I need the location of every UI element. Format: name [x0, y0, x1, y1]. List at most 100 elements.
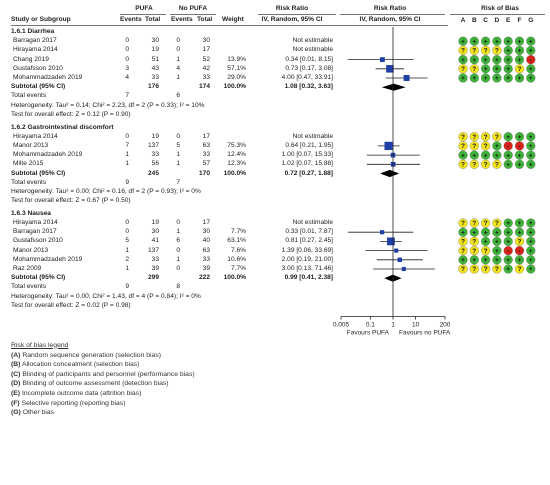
rob-dot: [469, 264, 479, 274]
rob-symbol: +: [506, 257, 510, 264]
events-pufa: 0: [125, 219, 129, 226]
rob-dot: [526, 141, 536, 151]
total2-header: Total: [197, 16, 213, 23]
weight: 29.0%: [227, 74, 246, 81]
total-nopufa: 33: [202, 255, 210, 263]
rob-dot: [469, 36, 479, 46]
subgroup-title: 1.6.3 Nausea: [11, 209, 51, 217]
rob-dot: [458, 132, 468, 142]
rob-symbol: ?: [495, 266, 499, 273]
rob-dot: [492, 36, 502, 46]
rob-symbol: +: [506, 266, 510, 273]
rob-dot: [469, 227, 479, 237]
rob-dot: [492, 132, 502, 142]
rob-symbol: +: [495, 229, 499, 236]
legend-letter: (C): [11, 370, 21, 378]
header-rule-main: [11, 25, 448, 26]
risk-ratio-ci: 4.00 [0.47, 33.91]: [281, 74, 333, 81]
rob-symbol: -: [507, 248, 509, 255]
legend-item: (F) Selective reporting (reporting bias): [11, 399, 125, 408]
subtotal-total-pufa: 245: [147, 169, 159, 177]
rob-dot: [526, 64, 536, 74]
legend-title: Risk of bias legend: [11, 341, 69, 349]
risk-ratio-ci: 3.00 [0.13, 71.46]: [281, 265, 333, 272]
events-pufa: 1: [125, 265, 129, 272]
rob-dot: [526, 264, 536, 274]
legend-letter: (D): [11, 380, 21, 388]
rob-symbol: +: [495, 248, 499, 255]
rob-symbol: +: [461, 38, 465, 45]
weight: 63.1%: [227, 237, 246, 245]
rob-dot: [503, 141, 513, 151]
rob-symbol: +: [506, 162, 510, 169]
rob-symbol: +: [484, 66, 488, 73]
legend-letter: (F): [11, 399, 20, 407]
subtotal-total-nopufa: 174: [198, 83, 210, 91]
rob-dot: [458, 255, 468, 265]
subtotal-label: Subtotal (95% CI): [11, 274, 66, 282]
rob-dot: [469, 55, 479, 65]
rob-letter-B: B: [472, 17, 477, 24]
rob-dot: [481, 159, 491, 169]
rob-dot: [503, 150, 513, 160]
total-pufa: 33: [151, 255, 159, 263]
rob-dot: [458, 246, 468, 256]
study-name: Hirayama 2014: [13, 46, 58, 54]
subtotal-ci: 0.72 [0.27, 1.88]: [284, 169, 333, 177]
rob-dot: [526, 227, 536, 237]
rob-symbol: +: [529, 229, 533, 236]
rob-dot: [503, 45, 513, 55]
legend-text: Other bias: [20, 409, 55, 417]
rob-symbol: ?: [472, 162, 476, 169]
rob-symbol: +: [518, 48, 522, 55]
rob-symbol: +: [518, 134, 522, 141]
legend-item: (D) Blinding of outcome assessment (dete…: [11, 379, 169, 388]
rob-symbol: ?: [484, 134, 488, 141]
rob-dot: [481, 141, 491, 151]
rob-letter-G: G: [528, 17, 533, 24]
rob-dot: [526, 132, 536, 142]
rob-dot: [469, 255, 479, 265]
rob-symbol: +: [518, 38, 522, 45]
header-rule-rr: [258, 14, 336, 15]
rob-dot: [481, 64, 491, 74]
rob-dot: [514, 132, 525, 142]
rob-symbol: ?: [461, 48, 465, 55]
rob-letter-C: C: [483, 17, 488, 24]
rob-letter-D: D: [495, 17, 500, 24]
subtotal-weight: 100.0%: [223, 169, 246, 177]
legend-text: Selective reporting (reporting bias): [19, 399, 126, 407]
events-pufa: 1: [125, 160, 129, 168]
rob-symbol: +: [495, 239, 499, 246]
rob-dot: [458, 236, 468, 246]
total1-header: Total: [145, 16, 161, 23]
total-pufa: 30: [151, 228, 159, 236]
total-pufa: 30: [151, 37, 159, 45]
risk-ratio-ci: Not estimable: [292, 219, 333, 226]
rob-symbol: +: [506, 66, 510, 73]
total-events-pufa: 9: [125, 283, 129, 291]
rob-symbol: +: [506, 152, 510, 159]
overall-effect: Test for overall effect: Z = 0.12 (P = 0…: [11, 110, 131, 118]
events-nopufa: 6: [176, 237, 180, 245]
total-pufa: 33: [151, 151, 159, 159]
rob-symbol: +: [461, 229, 465, 236]
rob-dot: [503, 236, 513, 246]
rob-symbol: +: [506, 38, 510, 45]
rob-symbol: +: [506, 134, 510, 141]
total-nopufa: 33: [202, 74, 210, 81]
favours-right-label: Favours no PUFA: [399, 330, 451, 337]
rob-symbol: ?: [472, 66, 476, 73]
rob-dot: [469, 218, 479, 228]
rob-dot: [458, 264, 468, 274]
rob-symbol: +: [484, 57, 488, 64]
total-pufa: 41: [151, 237, 159, 245]
rob-symbol: +: [461, 152, 465, 159]
subgroup-title: 1.6.2 Gastrointestinal discomfort: [11, 123, 114, 131]
rob-dot: [514, 36, 525, 46]
legend-text: Blinding of outcome assessment (detectio…: [20, 380, 169, 388]
rob-dot: [526, 218, 536, 228]
rob-symbol: ?: [461, 134, 465, 141]
study-name: Mohammadzadeh 2019: [13, 74, 83, 81]
rob-symbol: +: [529, 248, 533, 255]
